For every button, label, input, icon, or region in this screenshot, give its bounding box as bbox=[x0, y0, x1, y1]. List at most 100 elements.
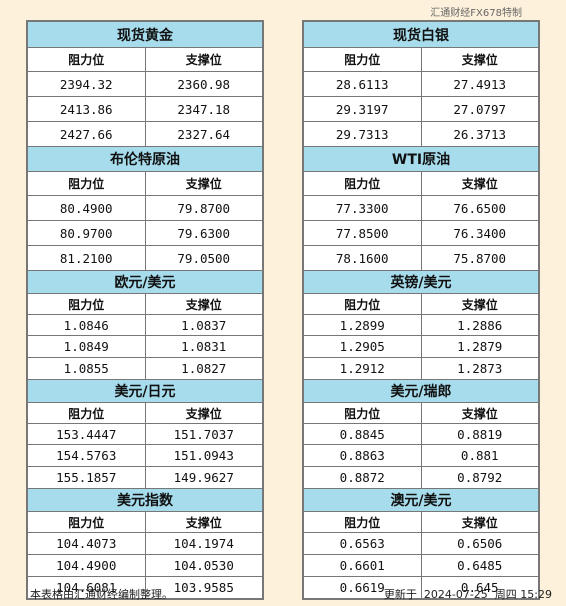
resistance-value: 0.8872 bbox=[303, 466, 422, 489]
table-row: 155.1857 149.9627 bbox=[27, 466, 263, 489]
support-value: 0.645 bbox=[420, 576, 539, 599]
resistance-header: 阻力位 bbox=[27, 47, 146, 72]
table-row: 1.0849 1.0831 bbox=[27, 335, 263, 358]
table-row: 1.0846 1.0837 bbox=[27, 314, 263, 336]
resistance-value: 0.8845 bbox=[303, 423, 422, 445]
table-row: 0.8863 0.881 bbox=[303, 444, 539, 467]
support-value: 1.2873 bbox=[420, 357, 539, 380]
support-header: 支撑位 bbox=[144, 171, 263, 196]
support-header: 支撑位 bbox=[144, 47, 263, 72]
table-row: 2427.66 2327.64 bbox=[27, 121, 263, 147]
support-value: 1.0831 bbox=[144, 335, 263, 358]
support-header: 支撑位 bbox=[144, 293, 263, 315]
resistance-value: 29.3197 bbox=[303, 96, 422, 122]
section-title: 欧元/美元 bbox=[27, 270, 263, 294]
table-row: 77.3300 76.6500 bbox=[303, 195, 539, 221]
table-row: 1.2899 1.2886 bbox=[303, 314, 539, 336]
table-row: 2413.86 2347.18 bbox=[27, 96, 263, 122]
resistance-header: 阻力位 bbox=[27, 402, 146, 424]
resistance-value: 29.7313 bbox=[303, 121, 422, 147]
table-row: 28.6113 27.4913 bbox=[303, 71, 539, 97]
table-row: 80.9700 79.6300 bbox=[27, 220, 263, 246]
table-row: 2394.32 2360.98 bbox=[27, 71, 263, 97]
support-value: 1.0837 bbox=[144, 314, 263, 336]
resistance-value: 81.2100 bbox=[27, 245, 146, 271]
table-row: 81.2100 79.0500 bbox=[27, 245, 263, 271]
table-row: 1.0855 1.0827 bbox=[27, 357, 263, 380]
resistance-header: 阻力位 bbox=[27, 511, 146, 533]
resistance-header: 阻力位 bbox=[303, 293, 422, 315]
support-value: 1.2879 bbox=[420, 335, 539, 358]
table-row: 153.4447 151.7037 bbox=[27, 423, 263, 445]
resistance-value: 80.4900 bbox=[27, 195, 146, 221]
resistance-value: 1.2912 bbox=[303, 357, 422, 380]
right-rates-table: 现货白银 阻力位 支撑位 28.6113 27.4913 29.3197 27.0797 29… bbox=[303, 21, 539, 599]
resistance-value: 1.2899 bbox=[303, 314, 422, 336]
table-row: 78.1600 75.8700 bbox=[303, 245, 539, 271]
resistance-header: 阻力位 bbox=[303, 47, 422, 72]
resistance-value: 2413.86 bbox=[27, 96, 146, 122]
section-title: 现货黄金 bbox=[27, 21, 263, 48]
resistance-header: 阻力位 bbox=[27, 171, 146, 196]
resistance-value: 77.3300 bbox=[303, 195, 422, 221]
support-value: 149.9627 bbox=[144, 466, 263, 489]
resistance-value: 0.6563 bbox=[303, 532, 422, 555]
table-row: 0.8845 0.8819 bbox=[303, 423, 539, 445]
resistance-value: 104.4900 bbox=[27, 554, 146, 577]
table-row: 1.2912 1.2873 bbox=[303, 357, 539, 380]
support-value: 0.6485 bbox=[420, 554, 539, 577]
table-row: 0.6563 0.6506 bbox=[303, 532, 539, 555]
support-value: 2360.98 bbox=[144, 71, 263, 97]
support-header: 支撑位 bbox=[420, 293, 539, 315]
table-row: 154.5763 151.0943 bbox=[27, 444, 263, 467]
support-value: 0.6506 bbox=[420, 532, 539, 555]
table-row: 104.4073 104.1974 bbox=[27, 532, 263, 555]
resistance-value: 0.6601 bbox=[303, 554, 422, 577]
resistance-value: 78.1600 bbox=[303, 245, 422, 271]
resistance-value: 1.0849 bbox=[27, 335, 146, 358]
table-row: 0.6601 0.6485 bbox=[303, 554, 539, 577]
table-row: 29.7313 26.3713 bbox=[303, 121, 539, 147]
support-value: 26.3713 bbox=[420, 121, 539, 147]
support-value: 79.8700 bbox=[144, 195, 263, 221]
support-value: 79.6300 bbox=[144, 220, 263, 246]
update-weekday: 周四 bbox=[494, 588, 517, 601]
left-rates-panel: 现货黄金 阻力位 支撑位 2394.32 2360.98 2413.86 2347.18 24… bbox=[26, 20, 264, 600]
resistance-value: 155.1857 bbox=[27, 466, 146, 489]
support-value: 2327.64 bbox=[144, 121, 263, 147]
support-value: 0.881 bbox=[420, 444, 539, 467]
support-value: 104.0530 bbox=[144, 554, 263, 577]
table-row: 104.6081 103.9585 bbox=[27, 576, 263, 599]
resistance-value: 154.5763 bbox=[27, 444, 146, 467]
support-value: 103.9585 bbox=[144, 576, 263, 599]
footer-update: 更新于 2024-07-25 周四 15:29 bbox=[384, 586, 552, 602]
support-value: 104.1974 bbox=[144, 532, 263, 555]
support-value: 1.0827 bbox=[144, 357, 263, 380]
support-value: 79.0500 bbox=[144, 245, 263, 271]
resistance-header: 阻力位 bbox=[303, 402, 422, 424]
support-value: 27.0797 bbox=[420, 96, 539, 122]
resistance-header: 阻力位 bbox=[27, 293, 146, 315]
footer-note: 本表格由汇通财经编制整理。 bbox=[30, 588, 173, 601]
section-title: WTI原油 bbox=[303, 146, 539, 172]
resistance-value: 104.4073 bbox=[27, 532, 146, 555]
support-value: 151.0943 bbox=[144, 444, 263, 467]
support-value: 76.6500 bbox=[420, 195, 539, 221]
support-value: 2347.18 bbox=[144, 96, 263, 122]
resistance-value: 0.8863 bbox=[303, 444, 422, 467]
resistance-header: 阻力位 bbox=[303, 171, 422, 196]
support-value: 151.7037 bbox=[144, 423, 263, 445]
support-value: 27.4913 bbox=[420, 71, 539, 97]
resistance-value: 2427.66 bbox=[27, 121, 146, 147]
section-title: 美元/日元 bbox=[27, 379, 263, 403]
resistance-value: 0.6619 bbox=[303, 576, 422, 599]
support-value: 0.8819 bbox=[420, 423, 539, 445]
support-value: 1.2886 bbox=[420, 314, 539, 336]
section-title: 美元/瑞郎 bbox=[303, 379, 539, 403]
support-value: 75.8700 bbox=[420, 245, 539, 271]
table-row: 1.2905 1.2879 bbox=[303, 335, 539, 358]
table-row: 77.8500 76.3400 bbox=[303, 220, 539, 246]
support-value: 76.3400 bbox=[420, 220, 539, 246]
resistance-header: 阻力位 bbox=[303, 511, 422, 533]
resistance-value: 2394.32 bbox=[27, 71, 146, 97]
